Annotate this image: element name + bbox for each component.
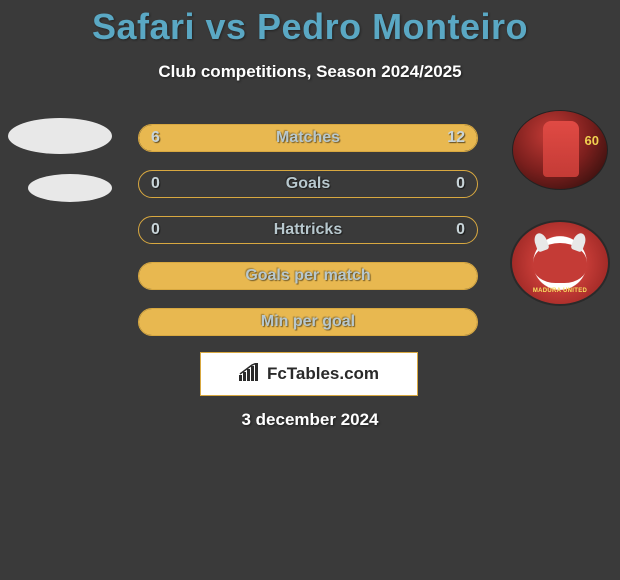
stat-value-left: 0 [151, 175, 160, 193]
page-subtitle: Club competitions, Season 2024/2025 [0, 62, 620, 82]
stat-value-left: 0 [151, 221, 160, 239]
page-title: Safari vs Pedro Monteiro [0, 0, 620, 48]
jersey-number: 60 [585, 133, 599, 148]
stat-bar: Min per goal [138, 308, 478, 336]
left-player-club-logo [28, 174, 112, 202]
stat-label: Hattricks [274, 221, 342, 239]
stat-value-right: 0 [456, 175, 465, 193]
left-player-photo [8, 118, 112, 154]
stat-bar: 0 0 Goals [138, 170, 478, 198]
right-player-avatars: 60 MADURA UNITED [510, 110, 610, 306]
stat-bar: 6 12 Matches [138, 124, 478, 152]
right-player-photo: 60 [512, 110, 608, 190]
stat-value-right: 0 [456, 221, 465, 239]
bar-chart-icon [239, 363, 261, 386]
stat-label: Goals per match [245, 267, 370, 285]
comparison-bars: 6 12 Matches 0 0 Goals 0 0 Hattricks Goals per ma… [138, 124, 478, 336]
snapshot-date: 3 december 2024 [0, 410, 620, 430]
stat-bar: Goals per match [138, 262, 478, 290]
stat-bar: 0 0 Hattricks [138, 216, 478, 244]
stat-label: Min per goal [261, 313, 355, 331]
right-player-club-logo: MADURA UNITED [510, 220, 610, 306]
left-player-avatars [8, 118, 112, 202]
stat-label: Matches [276, 129, 340, 147]
stat-value-left: 6 [151, 129, 160, 147]
site-branding-badge: FcTables.com [200, 352, 418, 396]
site-name: FcTables.com [267, 364, 379, 384]
stat-value-right: 12 [447, 129, 465, 147]
stat-label: Goals [286, 175, 330, 193]
